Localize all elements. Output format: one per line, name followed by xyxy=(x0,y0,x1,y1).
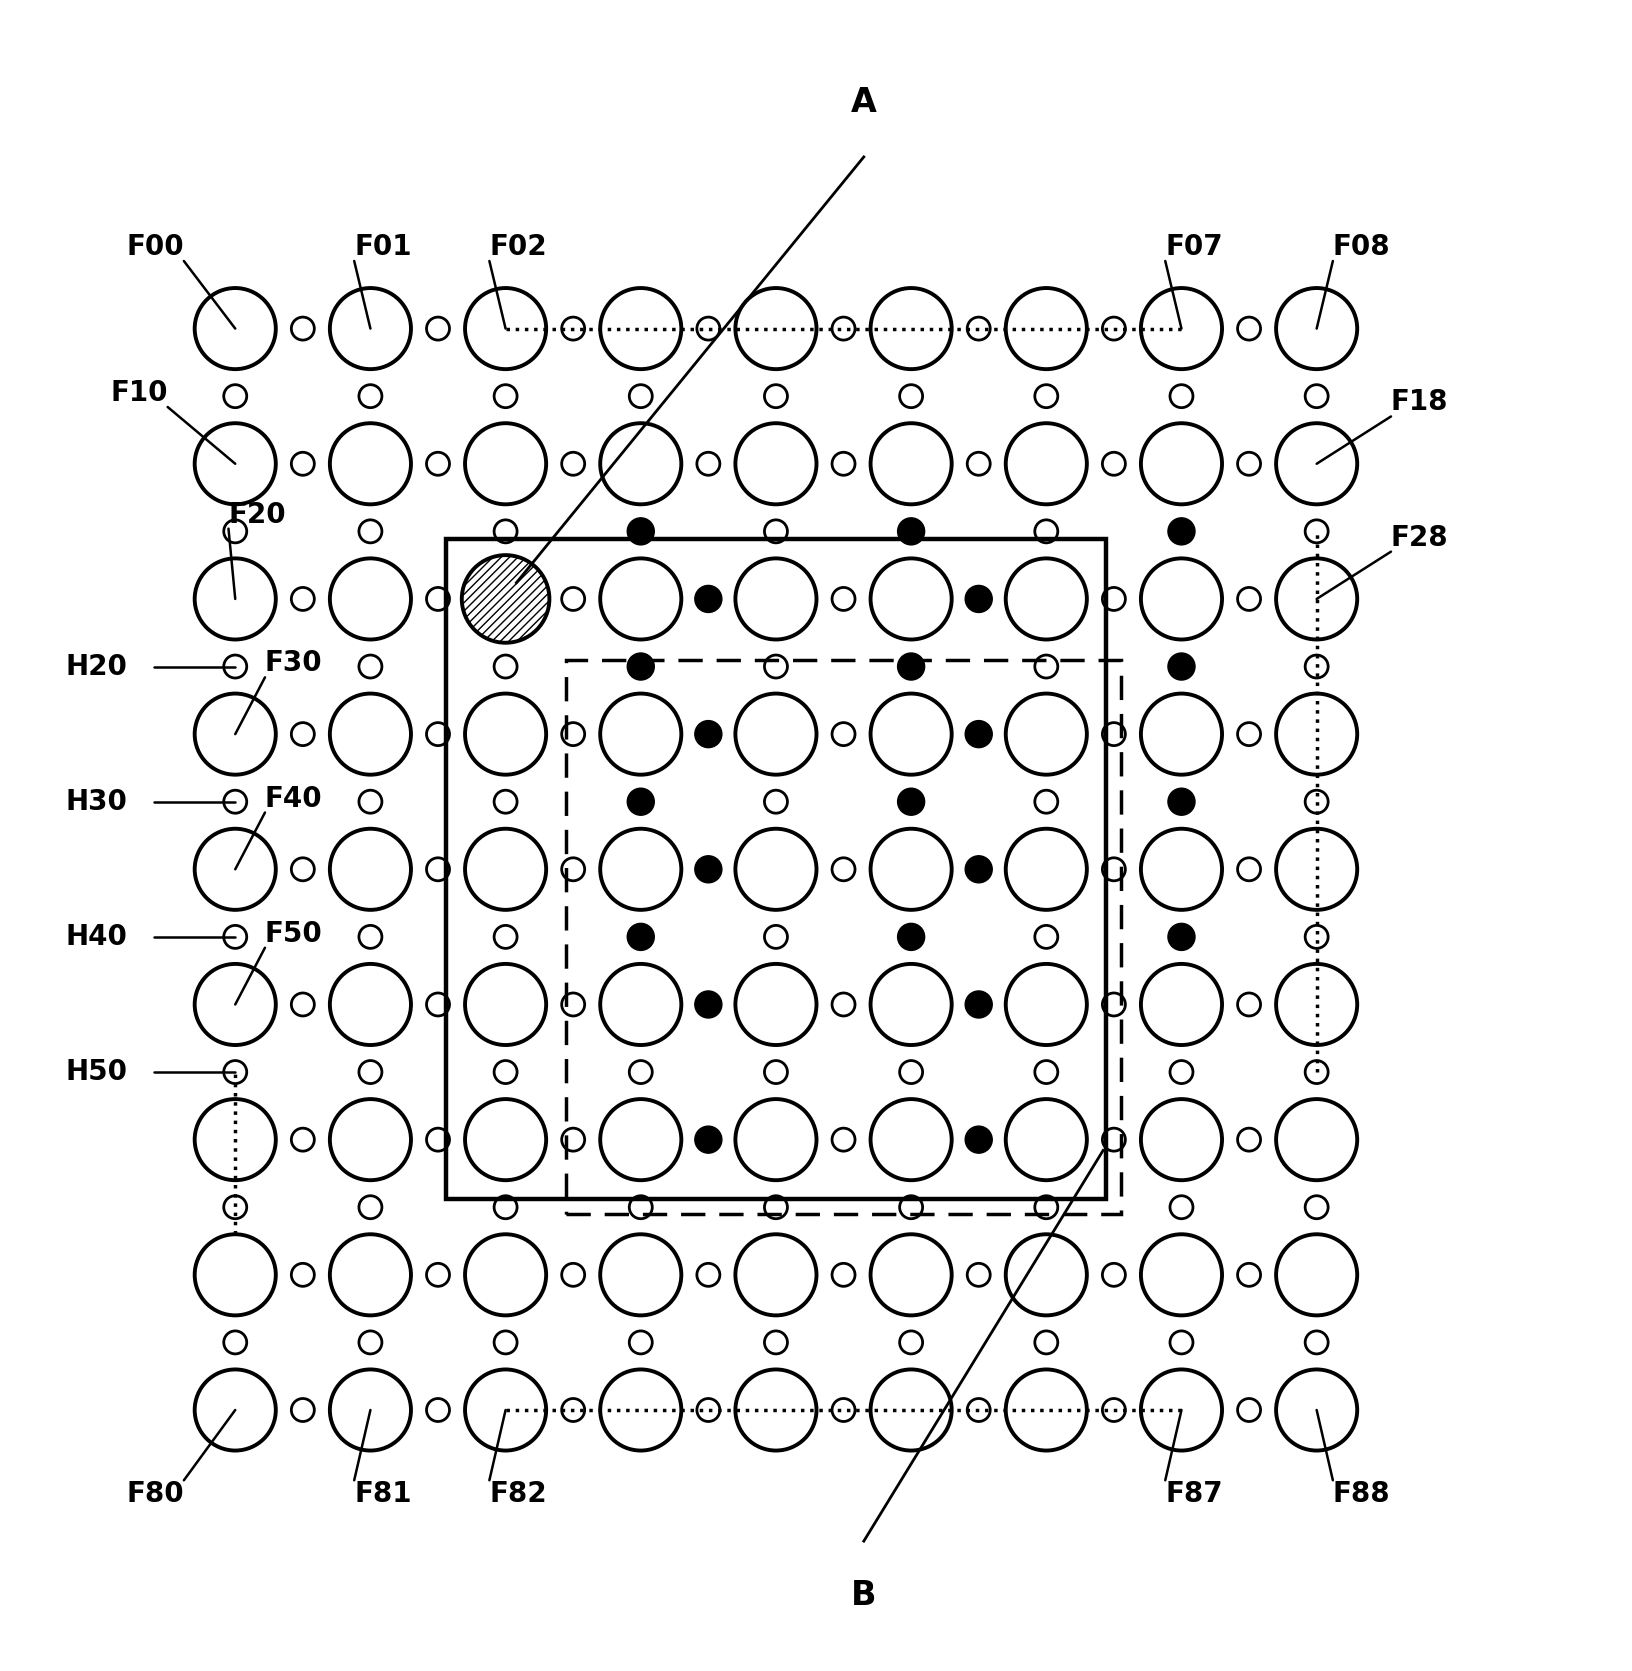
Text: F02: F02 xyxy=(490,232,547,261)
Text: H30: H30 xyxy=(65,787,127,815)
Text: F07: F07 xyxy=(1165,232,1222,261)
Circle shape xyxy=(965,991,992,1018)
Text: F88: F88 xyxy=(1332,1481,1389,1509)
Circle shape xyxy=(694,1126,721,1153)
Text: F10: F10 xyxy=(109,379,168,408)
Circle shape xyxy=(1167,924,1195,951)
Circle shape xyxy=(627,789,654,815)
Text: F80: F80 xyxy=(126,1481,184,1509)
Circle shape xyxy=(1167,653,1195,680)
Bar xyxy=(566,660,1120,1215)
Circle shape xyxy=(627,518,654,545)
Circle shape xyxy=(1167,518,1195,545)
Text: F50: F50 xyxy=(264,919,323,947)
Text: F20: F20 xyxy=(228,501,286,528)
Circle shape xyxy=(965,720,992,747)
Circle shape xyxy=(898,518,924,545)
Circle shape xyxy=(965,1126,992,1153)
Circle shape xyxy=(965,585,992,613)
Circle shape xyxy=(898,924,924,951)
Text: H20: H20 xyxy=(65,653,127,680)
Circle shape xyxy=(694,991,721,1018)
Text: F18: F18 xyxy=(1390,388,1448,416)
Circle shape xyxy=(627,924,654,951)
Text: F40: F40 xyxy=(264,784,323,812)
Circle shape xyxy=(694,585,721,613)
Circle shape xyxy=(1167,789,1195,815)
Circle shape xyxy=(627,653,654,680)
Text: F30: F30 xyxy=(264,650,323,677)
Text: H50: H50 xyxy=(65,1058,127,1086)
Circle shape xyxy=(694,720,721,747)
Text: F00: F00 xyxy=(126,232,184,261)
Circle shape xyxy=(898,653,924,680)
Text: F08: F08 xyxy=(1332,232,1389,261)
Circle shape xyxy=(694,856,721,882)
Bar xyxy=(446,540,1105,1200)
Circle shape xyxy=(965,856,992,882)
Text: F28: F28 xyxy=(1390,523,1448,551)
Circle shape xyxy=(898,789,924,815)
Text: H40: H40 xyxy=(65,922,127,951)
Text: B: B xyxy=(850,1579,876,1613)
Text: F01: F01 xyxy=(354,232,411,261)
Circle shape xyxy=(462,555,548,643)
Text: A: A xyxy=(850,87,876,119)
Text: F87: F87 xyxy=(1165,1481,1222,1509)
Text: F81: F81 xyxy=(354,1481,411,1509)
Text: F82: F82 xyxy=(490,1481,547,1509)
